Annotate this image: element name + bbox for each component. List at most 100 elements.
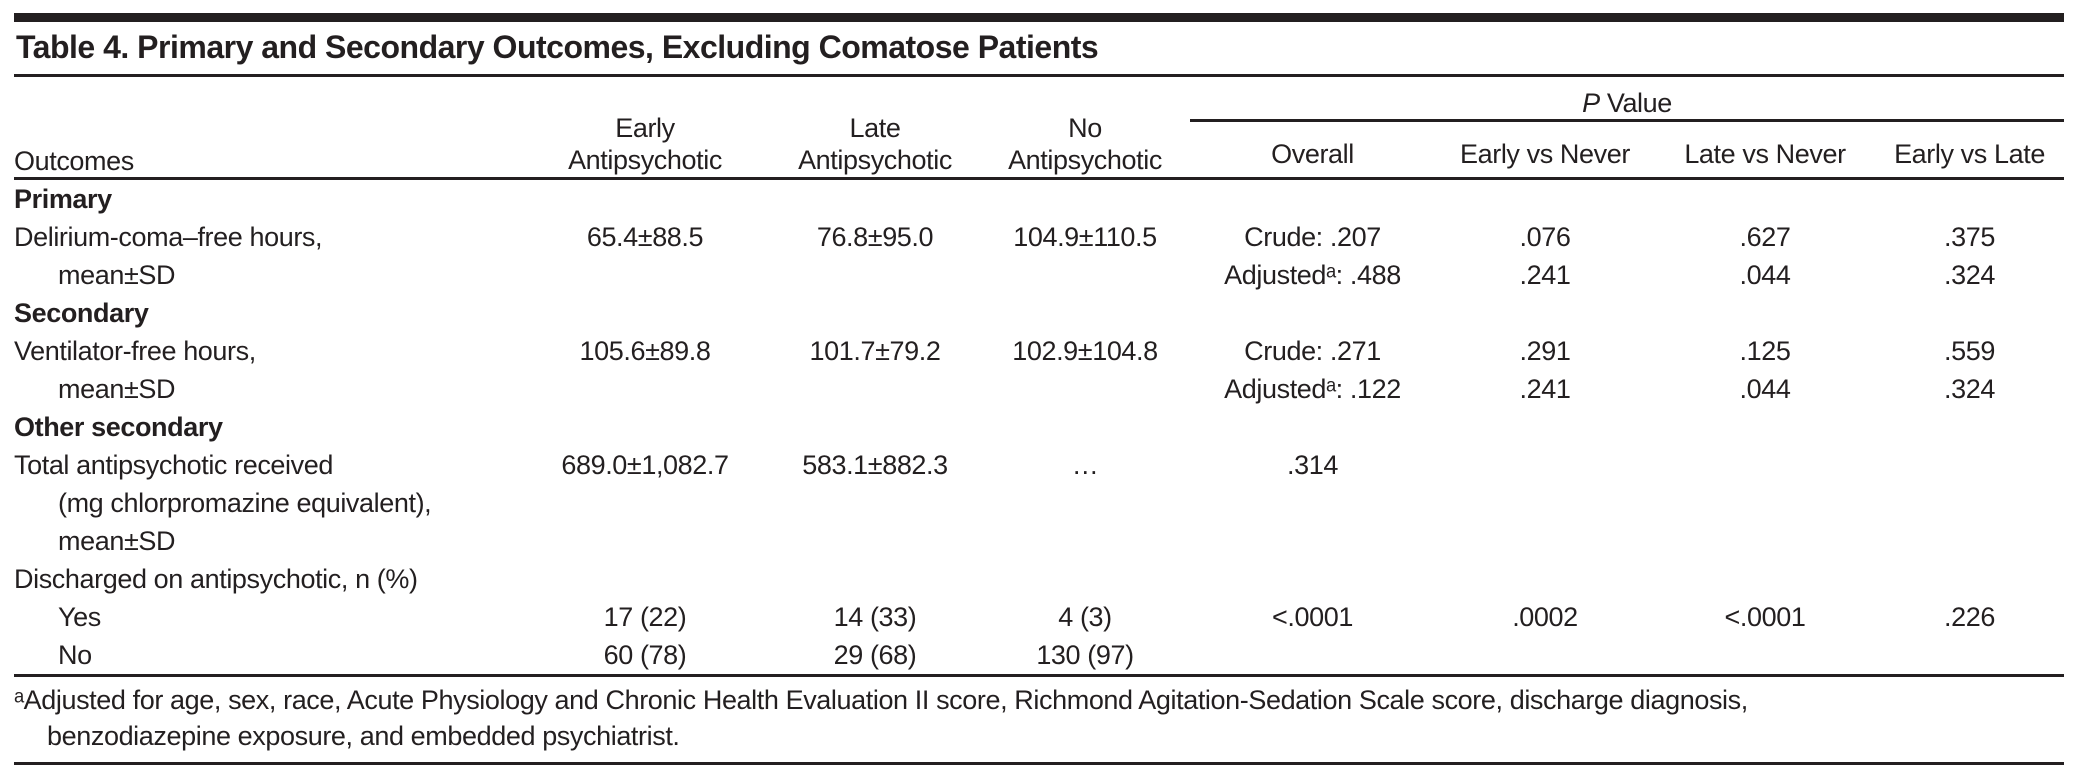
cell-p-overall: Crude: .271 [1244,335,1381,366]
row-label: mean±SD [58,525,176,556]
cell-late [770,256,980,294]
column-group-header-p-value: P Value [1190,77,2065,122]
column-header-overall: Overall [1271,139,1354,169]
row-label: Yes [58,601,101,632]
table-row-discharged-on-antipsychotic: Discharged on antipsychotic, n (%) [14,560,2064,598]
cell-no: 130 (97) [1036,639,1134,670]
table-body: Primary Delirium-coma–free hours, 65.4±8… [14,179,2065,676]
cell-no: 4 (3) [1058,601,1112,632]
cell-early [520,256,770,294]
section-row-primary: Primary [14,179,2064,219]
cell-p-early-vs-late: .324 [1944,373,1995,404]
cell-p-early-vs-never: .076 [1519,221,1571,252]
cell-p-early-vs-never: .291 [1519,335,1571,366]
cell-late: 583.1±882.3 [802,449,948,480]
cell-p-early-vs-never: .241 [1519,373,1571,404]
column-header-late-antipsychotic: Late Antipsychotic [770,77,980,179]
column-header-early-line2: Antipsychotic [568,145,722,176]
table-row-delirium-mean-sd: mean±SD Adjustedᵃ: .488 .241 .044 .324 [14,256,2064,294]
cell-early: 689.0±1,082.7 [561,449,729,480]
cell-p-early-vs-never: .241 [1519,259,1571,290]
section-label: Other secondary [14,411,223,442]
cell-p-early-vs-late: .226 [1944,601,1995,632]
cell-no: 102.9±104.8 [1012,335,1158,366]
cell-p-late-vs-never [1655,636,1875,676]
empty-cells [520,522,2064,560]
column-header-late-line1: Late [849,113,901,144]
table-row-discharged-no: No 60 (78) 29 (68) 130 (97) [14,636,2064,676]
cell-p-overall: Adjustedᵃ: .488 [1224,259,1401,290]
table-row-total-antipsychotic: Total antipsychotic received 689.0±1,082… [14,446,2064,484]
table-header: Outcomes Early Antipsychotic Late Antipsyc… [14,77,2065,179]
table-row-delirium-coma-free-hours: Delirium-coma–free hours, 65.4±88.5 76.8… [14,218,2064,256]
row-label: Delirium-coma–free hours, [14,221,323,252]
cell-p-overall: Adjustedᵃ: .122 [1224,373,1401,404]
cell-p-overall [1190,636,1435,676]
row-label: No [58,639,92,670]
column-header-no-line2: Antipsychotic [1008,145,1162,176]
cell-p-overall: Crude: .207 [1244,221,1381,252]
cell-no [980,256,1190,294]
empty-cells [520,560,2064,598]
table-top-rule [14,13,2064,22]
cell-late: 29 (68) [833,639,917,670]
cell-early [520,370,770,408]
section-label: Secondary [14,297,149,328]
header-row-subcolumns: Overall Early vs Never Late vs Never Ear… [14,121,2064,179]
empty-cells [520,484,2064,522]
table-row-total-mean-sd: mean±SD [14,522,2064,560]
row-label: (mg chlorpromazine equivalent), [58,487,432,518]
column-header-late-line2: Antipsychotic [798,145,952,176]
cell-early: 17 (22) [603,601,687,632]
cell-early: 65.4±88.5 [586,221,704,252]
column-header-outcomes: Outcomes [14,146,134,176]
cell-late: 101.7±79.2 [809,335,941,366]
column-header-early-vs-late: Early vs Late [1894,139,2045,169]
column-header-late-vs-never: Late vs Never [1684,139,1846,169]
row-label: mean±SD [58,259,176,290]
cell-no: … [1071,449,1099,480]
row-label: mean±SD [58,373,176,404]
cell-p-early-vs-late: .559 [1944,335,1995,366]
cell-late [770,370,980,408]
header-row-groups: Outcomes Early Antipsychotic Late Antipsyc… [14,77,2065,176]
cell-no [980,370,1190,408]
table-footnote: ᵃAdjusted for age, sex, race, Acute Phys… [14,677,2064,765]
p-value-rest: Value [1599,88,1672,118]
cell-p-late-vs-never: .044 [1739,373,1791,404]
cell-late: 76.8±95.0 [816,221,934,252]
column-header-no-line1: No [1068,113,1102,144]
column-header-no-antipsychotic: No Antipsychotic [980,77,1190,179]
p-value-italic-p: P [1582,88,1600,118]
cell-p-overall: <.0001 [1272,601,1353,632]
column-header-early-antipsychotic: Early Antipsychotic [520,77,770,179]
footnote-line-2: benzodiazepine exposure, and embedded ps… [47,721,680,751]
table-row-ventilator-mean-sd: mean±SD Adjustedᵃ: .122 .241 .044 .324 [14,370,2064,408]
table-row-discharged-yes: Yes 17 (22) 14 (33) 4 (3) <.0001 .0002 <… [14,598,2064,636]
cell-late: 14 (33) [833,601,917,632]
cell-p-early-vs-never: .0002 [1512,601,1578,632]
cell-early: 60 (78) [603,639,687,670]
cell-p-late-vs-never: <.0001 [1724,601,1806,632]
cell-p-overall: .314 [1287,449,1338,480]
column-header-early-vs-never: Early vs Never [1460,139,1630,169]
cell-p-early-vs-never [1435,636,1655,676]
column-header-early-line1: Early [615,113,675,144]
row-label: Ventilator-free hours, [14,335,256,366]
cell-p-early-vs-late [1875,446,2064,484]
cell-p-early-vs-late [1875,636,2064,676]
cell-no: 104.9±110.5 [1013,221,1157,252]
section-label: Primary [14,183,112,214]
table-title: Table 4. Primary and Secondary Outcomes,… [14,22,2064,77]
table-row-mg-chlorpromazine: (mg chlorpromazine equivalent), [14,484,2064,522]
cell-p-late-vs-never [1655,446,1875,484]
cell-p-early-vs-late: .375 [1944,221,1995,252]
cell-p-late-vs-never: .627 [1739,221,1791,252]
footnote-line-1: ᵃAdjusted for age, sex, race, Acute Phys… [14,685,1748,715]
cell-p-early-vs-never [1435,446,1655,484]
section-row-other-secondary: Other secondary [14,408,2064,446]
cell-p-late-vs-never: .125 [1739,335,1791,366]
cell-p-early-vs-late: .324 [1944,259,1995,290]
row-label: Total antipsychotic received [14,449,333,480]
